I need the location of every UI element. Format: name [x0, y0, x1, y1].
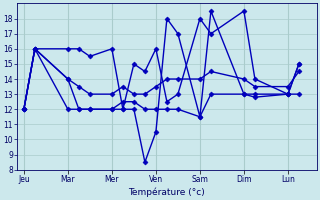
X-axis label: Température (°c): Température (°c) — [129, 187, 205, 197]
